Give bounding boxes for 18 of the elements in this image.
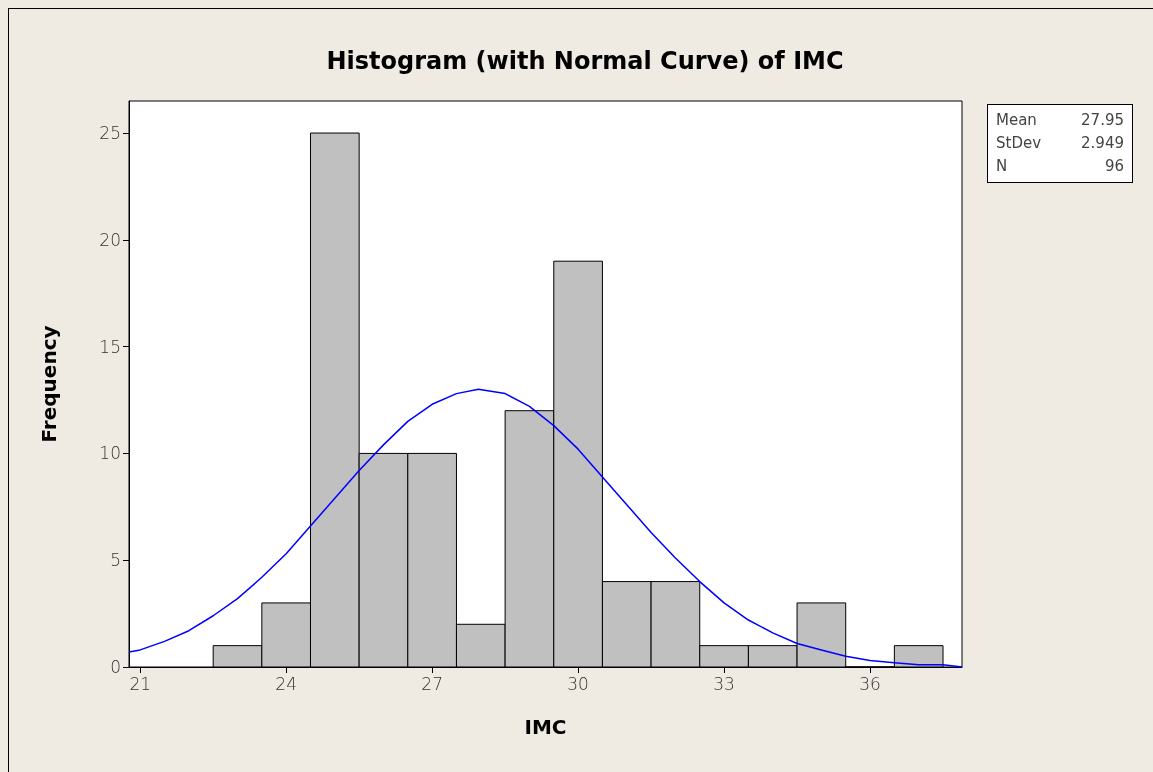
y-axis-title: Frequency [37,325,61,443]
x-axis-title: IMC [524,715,567,739]
y-tick-label: 0 [110,657,121,677]
y-tick-label: 15 [99,336,121,357]
text: Mean 27.95 [996,111,1124,129]
chart-title: Histogram (with Normal Curve) of IMC [326,47,844,75]
y-tick-label: 20 [99,229,121,250]
y-tick-label: 25 [99,123,121,144]
x-tick-label: 24 [275,673,297,694]
y-tick-label: 5 [110,550,121,571]
x-tick-label: 27 [421,673,443,694]
text: N 96 [996,157,1124,175]
x-tick-label: 21 [129,673,152,694]
x-tick-label: 36 [859,673,881,694]
y-tick-label: 10 [99,443,121,464]
x-tick-label: 30 [567,673,589,694]
x-tick-label: 33 [713,673,735,694]
text: StDev 2.949 [996,134,1124,152]
